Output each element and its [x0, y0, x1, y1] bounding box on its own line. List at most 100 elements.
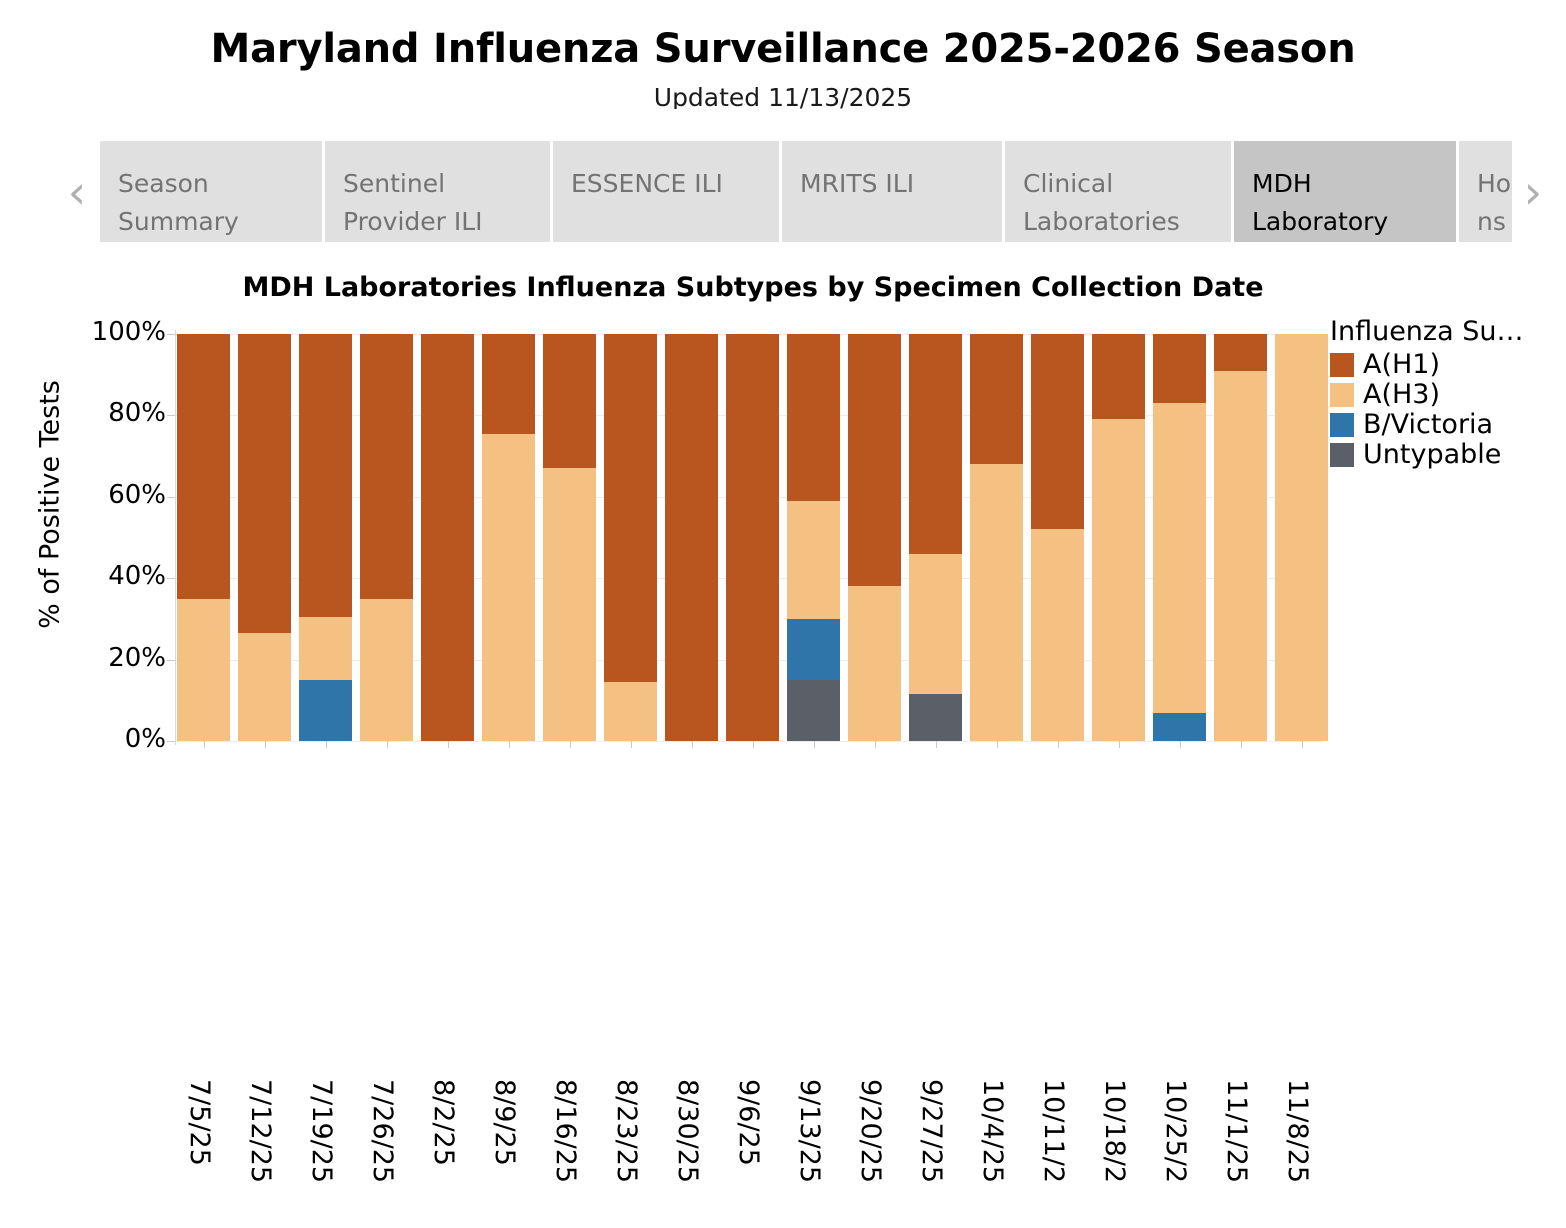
tab-sentinel-provider-ili[interactable]: Sentinel Provider ILI [325, 141, 550, 242]
bar-segment[interactable] [543, 468, 596, 741]
bar-segment[interactable] [482, 433, 535, 741]
dashboard-tabstrip: ‹ › Season Summary Sentinel Provider ILI… [0, 141, 1566, 242]
stacked-bar[interactable] [1031, 334, 1084, 741]
bar-segment[interactable] [909, 694, 962, 741]
bar-segment[interactable] [1275, 334, 1328, 741]
bar-segment[interactable] [787, 334, 840, 501]
x-axis-label-text: 8/16/25 [550, 1079, 581, 1184]
bar-segment[interactable] [604, 334, 657, 682]
stacked-bar[interactable] [482, 334, 535, 741]
stacked-bar[interactable] [543, 334, 596, 741]
bar-segment[interactable] [360, 598, 413, 741]
stacked-bar[interactable] [421, 334, 474, 741]
legend-item[interactable]: A(H3) [1330, 380, 1440, 410]
bar-segment[interactable] [177, 334, 230, 599]
stacked-bar[interactable] [1214, 334, 1267, 741]
legend-item-label: A(H3) [1363, 379, 1441, 410]
stacked-bar[interactable] [665, 334, 718, 741]
y-axis-tick [167, 659, 175, 661]
bar-segment[interactable] [970, 334, 1023, 465]
stacked-bar[interactable] [1092, 334, 1145, 741]
bar-segment[interactable] [482, 334, 535, 434]
x-axis-tick [691, 741, 693, 748]
bar-segment[interactable] [421, 334, 474, 741]
bar-segment[interactable] [787, 618, 840, 680]
tab-label: Clinical Laboratories [1023, 169, 1180, 236]
x-axis-label: 8/30/25 [665, 1079, 718, 1228]
stacked-bar[interactable] [360, 334, 413, 741]
bar-segment[interactable] [1092, 334, 1145, 420]
tab-essence-ili[interactable]: ESSENCE ILI [553, 141, 779, 242]
bar-segment[interactable] [1153, 334, 1206, 404]
x-axis-label-text: 8/2/25 [428, 1079, 459, 1166]
chevron-left-icon[interactable]: ‹ [67, 164, 87, 219]
stacked-bar[interactable] [909, 334, 962, 741]
bar-segment[interactable] [848, 586, 901, 741]
bar-segment[interactable] [299, 334, 352, 617]
x-axis-label: 9/13/25 [787, 1079, 840, 1228]
stacked-bar[interactable] [1153, 334, 1206, 741]
x-axis-tick [874, 741, 876, 748]
x-axis-label-text: 8/9/25 [489, 1079, 520, 1166]
x-axis-label: 9/20/25 [848, 1079, 901, 1228]
stacked-bar[interactable] [177, 334, 230, 741]
bar-segment[interactable] [787, 500, 840, 619]
stacked-bar[interactable] [726, 334, 779, 741]
bar-segment[interactable] [970, 464, 1023, 741]
bar-segment[interactable] [299, 679, 352, 741]
legend-item-label: B/Victoria [1363, 409, 1494, 440]
y-axis-tick [167, 741, 175, 742]
y-axis-tick-label: 60% [108, 479, 166, 510]
gridline [176, 741, 1323, 742]
bar-segment[interactable] [1031, 529, 1084, 741]
legend-item-label: Untypable [1363, 439, 1502, 470]
x-axis-tick [935, 741, 937, 748]
bar-segment[interactable] [604, 682, 657, 741]
x-axis-tick [1118, 741, 1120, 748]
bar-segment[interactable] [238, 334, 291, 634]
bar-segment[interactable] [787, 679, 840, 741]
chevron-right-icon[interactable]: › [1523, 164, 1543, 219]
stacked-bar[interactable] [1275, 334, 1328, 741]
bar-segment[interactable] [1153, 712, 1206, 741]
bar-segment[interactable] [1214, 370, 1267, 741]
y-axis-tick [167, 415, 175, 417]
bar-segment[interactable] [1153, 403, 1206, 713]
x-axis-label: 11/1/25 [1214, 1079, 1267, 1228]
x-axis-tick [630, 741, 632, 748]
y-axis-tick-label: 20% [108, 642, 166, 673]
x-axis-label: 10/4/25 [970, 1079, 1023, 1228]
bar-segment[interactable] [726, 334, 779, 741]
legend-item[interactable]: Untypable [1330, 440, 1501, 470]
chart-legend: Influenza Su… A(H1) A(H3) B/Victoria Untypa… [1330, 316, 1566, 476]
stacked-bar[interactable] [299, 334, 352, 741]
x-axis-label: 7/26/25 [360, 1079, 413, 1228]
bar-segment[interactable] [299, 616, 352, 680]
tab-hospitalizations[interactable]: Ho ns [1459, 141, 1512, 242]
stacked-bar[interactable] [848, 334, 901, 741]
bar-segment[interactable] [909, 553, 962, 695]
stacked-bar[interactable] [787, 334, 840, 741]
bar-segment[interactable] [1031, 334, 1084, 530]
bar-segment[interactable] [665, 334, 718, 741]
tab-mdh-laboratory[interactable]: MDH Laboratory [1234, 141, 1456, 242]
tab-mrits-ili[interactable]: MRITS ILI [782, 141, 1002, 242]
stacked-bar[interactable] [970, 334, 1023, 741]
x-axis-label: 7/12/25 [238, 1079, 291, 1228]
bar-segment[interactable] [1214, 334, 1267, 371]
bar-segment[interactable] [543, 334, 596, 469]
x-axis-label: 11/8/25 [1275, 1079, 1320, 1228]
bar-segment[interactable] [909, 334, 962, 554]
x-axis-label-text: 9/6/25 [733, 1079, 764, 1166]
tab-clinical-laboratories[interactable]: Clinical Laboratories [1005, 141, 1231, 242]
tab-season-summary[interactable]: Season Summary [100, 141, 322, 242]
bar-segment[interactable] [177, 598, 230, 741]
stacked-bar[interactable] [238, 334, 291, 741]
legend-item[interactable]: B/Victoria [1330, 410, 1493, 440]
legend-item[interactable]: A(H1) [1330, 350, 1440, 380]
bar-segment[interactable] [360, 334, 413, 599]
stacked-bar[interactable] [604, 334, 657, 741]
bar-segment[interactable] [848, 334, 901, 587]
bar-segment[interactable] [1092, 419, 1145, 741]
bar-segment[interactable] [238, 633, 291, 741]
